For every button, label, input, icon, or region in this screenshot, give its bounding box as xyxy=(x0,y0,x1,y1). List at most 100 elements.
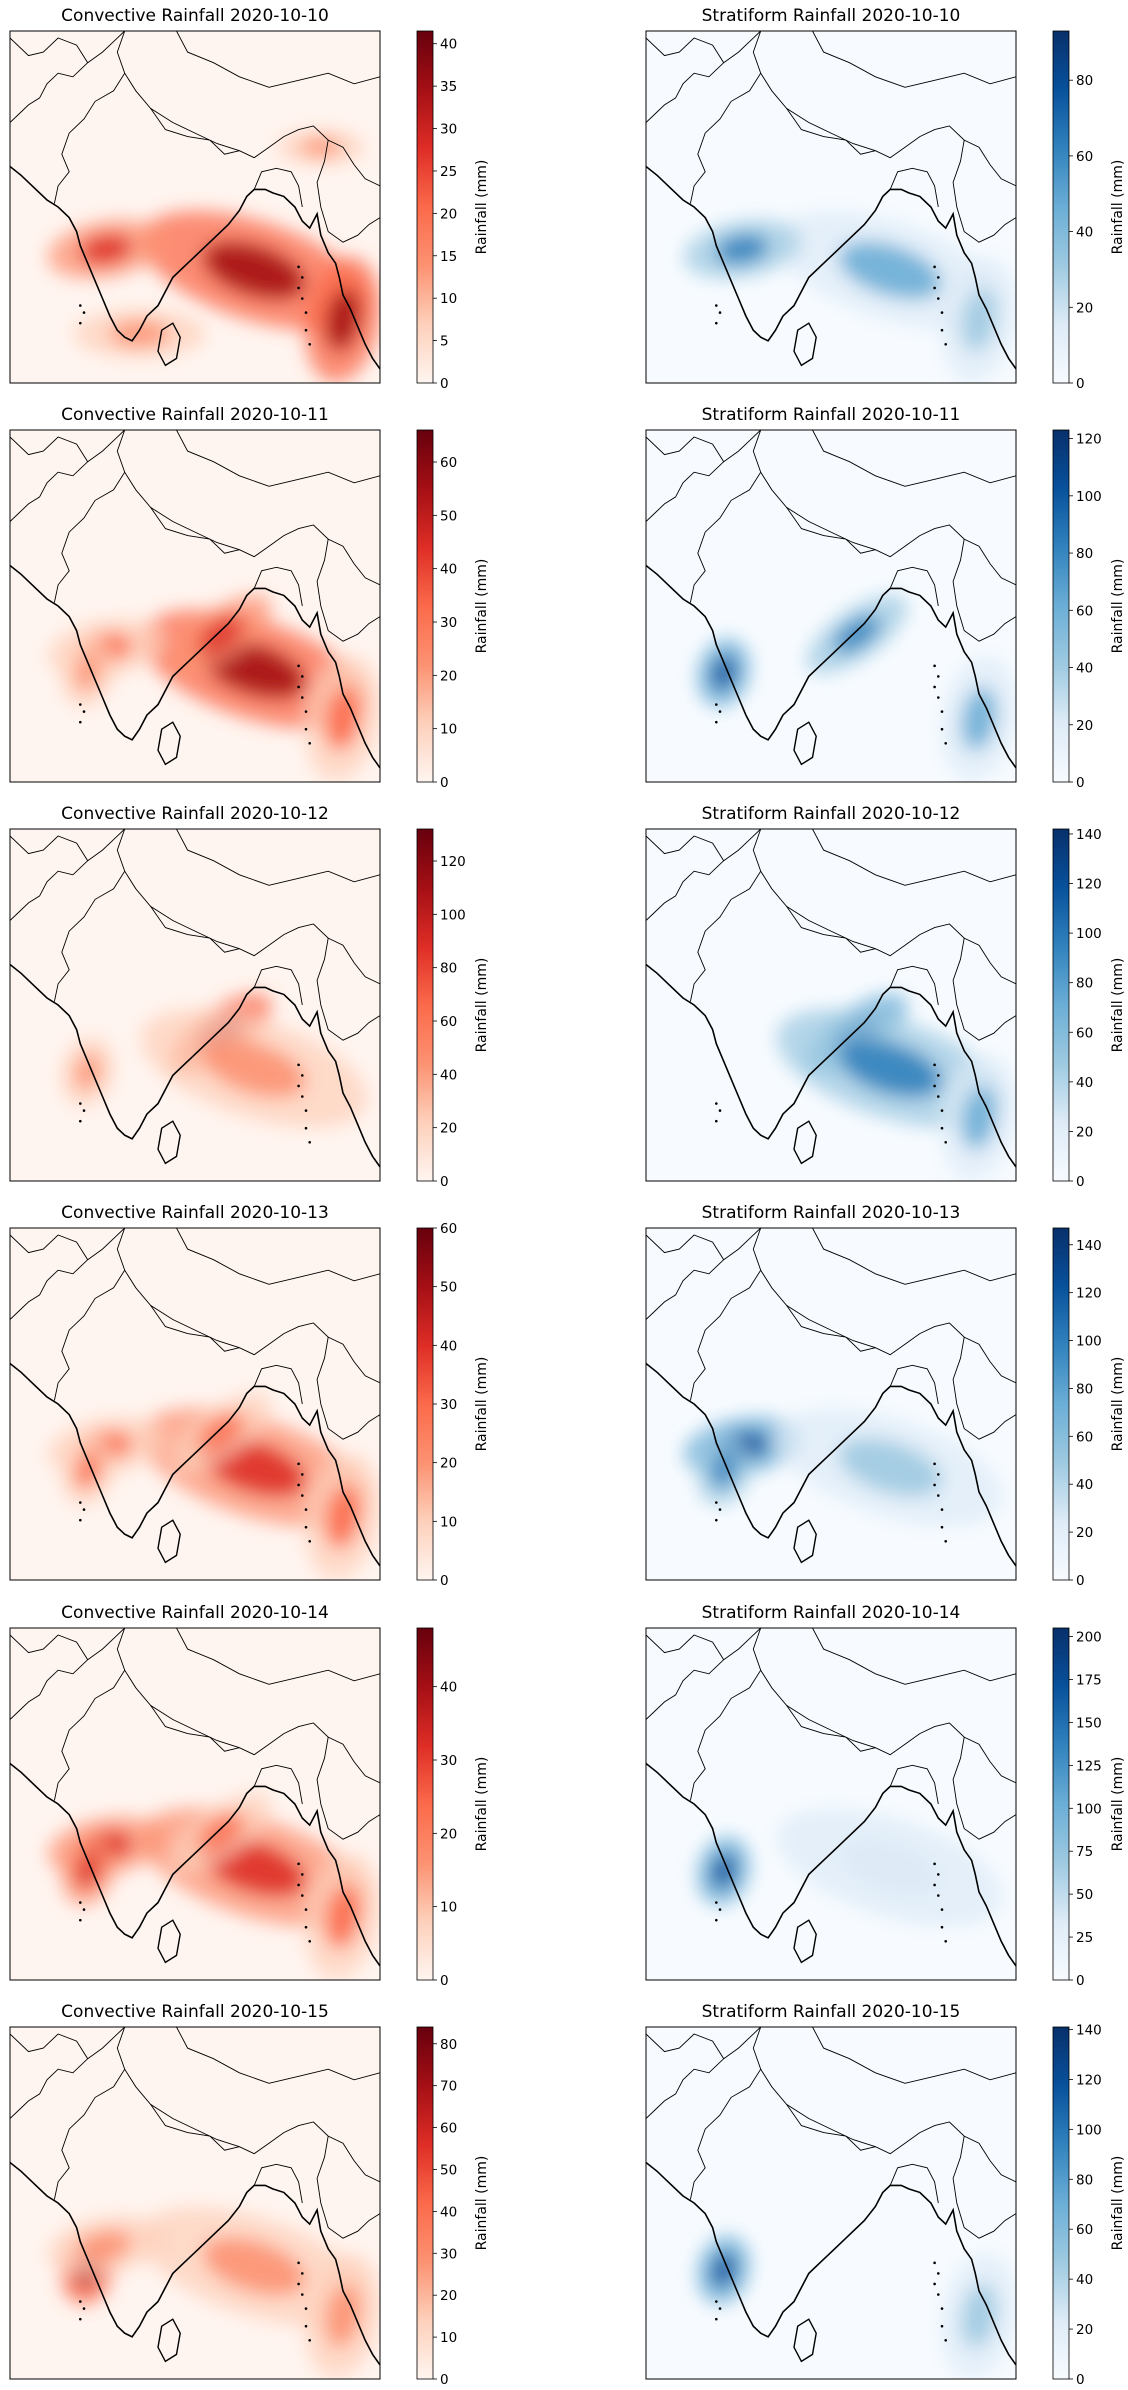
panel-title: Stratiform Rainfall 2020-10-15 xyxy=(702,2002,961,2022)
colorbar-tick-label: 120 xyxy=(1076,2072,1102,2088)
colorbar-tick-label: 140 xyxy=(1076,2022,1102,2038)
colorbar-tick-label: 15 xyxy=(440,249,457,265)
colorbar-tick-label: 0 xyxy=(440,376,449,392)
island xyxy=(718,1508,722,1511)
country-border xyxy=(689,1628,762,1801)
panel-title: Stratiform Rainfall 2020-10-12 xyxy=(702,804,961,824)
colorbar-tick-label: 40 xyxy=(1076,1075,1093,1091)
map-outlines xyxy=(10,829,380,1168)
panel-11: Convective Rainfall 2020-10-15 0 10 20 30 40 5… xyxy=(9,2002,490,2388)
colorbar-gradient xyxy=(416,2026,434,2380)
colorbar-tick-label: 120 xyxy=(1076,432,1102,448)
country-border xyxy=(723,1628,762,1661)
colorbar-tick-label: 140 xyxy=(1076,827,1102,843)
country-border xyxy=(150,108,240,155)
panel-10: Stratiform Rainfall 2020-10-14 0 25 50 75 100… xyxy=(645,1603,1126,1989)
country-border xyxy=(150,906,240,953)
country-border xyxy=(10,1634,89,1720)
country-border xyxy=(10,2033,89,2119)
hotspot-core-andaman-sea xyxy=(961,2284,997,2347)
colorbar-tick-label: 80 xyxy=(440,2037,457,2053)
colorbar: 0 10 20 30 40 50 60 Rainfall (mm) xyxy=(416,429,490,791)
island xyxy=(308,1539,312,1543)
colorbar-tick-label: 50 xyxy=(440,508,457,524)
country-border xyxy=(253,1764,303,1805)
island xyxy=(940,1925,944,1929)
island xyxy=(301,1894,304,1897)
island xyxy=(79,1119,82,1123)
rainfall-field xyxy=(697,1807,1004,1927)
sri-lanka-outline xyxy=(157,1519,181,1564)
colorbar-tick-label: 60 xyxy=(1076,1025,1093,1041)
colorbar-tick-label: 40 xyxy=(440,2204,457,2220)
country-border xyxy=(646,1234,725,1320)
country-border xyxy=(646,2033,725,2119)
island xyxy=(940,710,944,713)
country-border xyxy=(53,1228,126,1401)
rainfall-field xyxy=(47,2206,380,2379)
island xyxy=(304,710,308,713)
island xyxy=(304,1908,308,1911)
country-border xyxy=(786,507,876,554)
island xyxy=(297,1862,300,1866)
country-border xyxy=(952,2136,1016,2239)
colorbar: 0 20 40 60 80 100 120 Rainfall (mm) xyxy=(416,828,490,1190)
coastline xyxy=(646,564,1016,769)
map-frame xyxy=(9,1227,381,1581)
map-outlines xyxy=(10,430,380,769)
colorbar-tick-label: 40 xyxy=(440,1338,457,1354)
country-border xyxy=(723,829,762,862)
island xyxy=(718,2307,722,2310)
colorbar: 0 20 40 60 80 100 120 140 Rainfall (mm) xyxy=(1052,1227,1126,1589)
colorbar-label: Rainfall (mm) xyxy=(1110,1757,1126,1852)
country-border xyxy=(87,1628,126,1661)
country-border xyxy=(760,471,1016,586)
country-border xyxy=(812,2027,1016,2084)
map-frame xyxy=(645,1227,1017,1581)
panel-title: Stratiform Rainfall 2020-10-14 xyxy=(702,1603,961,1623)
hotspot-core-west-coast xyxy=(75,1453,100,1489)
island xyxy=(304,1925,308,1929)
island xyxy=(297,1883,300,1887)
country-border xyxy=(124,72,380,187)
country-border xyxy=(689,829,762,1002)
hotspot-core-central-india-west xyxy=(79,234,133,264)
island xyxy=(301,276,304,279)
country-border xyxy=(812,430,1016,487)
colorbar-tick-label: 0 xyxy=(1076,2372,1085,2388)
island xyxy=(940,1109,944,1112)
colorbar-tick-label: 0 xyxy=(1076,775,1085,791)
panel-title: Convective Rainfall 2020-10-15 xyxy=(61,2002,329,2022)
country-border xyxy=(689,430,762,603)
country-border xyxy=(316,938,380,1041)
country-border xyxy=(952,1337,1016,1440)
colorbar-tick-label: 80 xyxy=(1076,546,1093,562)
map-outlines xyxy=(10,1228,380,1567)
sri-lanka-outline xyxy=(793,1919,817,1964)
hotspot-core-east-coast xyxy=(197,615,244,653)
colorbar-tick-label: 80 xyxy=(440,961,457,977)
colorbar-gradient xyxy=(416,429,434,783)
map-frame xyxy=(645,30,1017,384)
rainfall-field xyxy=(47,129,380,383)
colorbar-label: Rainfall (mm) xyxy=(1110,2156,1126,2251)
country-border xyxy=(889,566,939,607)
country-border xyxy=(253,167,303,208)
colorbar-gradient xyxy=(416,828,434,1182)
island xyxy=(933,1883,936,1887)
colorbar-tick-label: 0 xyxy=(440,2372,449,2388)
country-border xyxy=(889,965,939,1006)
country-border xyxy=(952,1737,1016,1840)
island xyxy=(718,710,722,713)
rainfall-field xyxy=(697,2235,1016,2379)
colorbar-tick-label: 50 xyxy=(440,1280,457,1296)
island xyxy=(940,1525,944,1529)
colorbar-tick-label: 100 xyxy=(440,907,466,923)
hotspot-core-andaman-sea xyxy=(325,288,361,351)
island xyxy=(79,720,82,724)
country-border xyxy=(53,1628,126,1801)
island xyxy=(933,2282,936,2286)
colorbar-tick-label: 40 xyxy=(1076,2272,1093,2288)
country-border xyxy=(316,539,380,642)
island xyxy=(715,304,718,307)
